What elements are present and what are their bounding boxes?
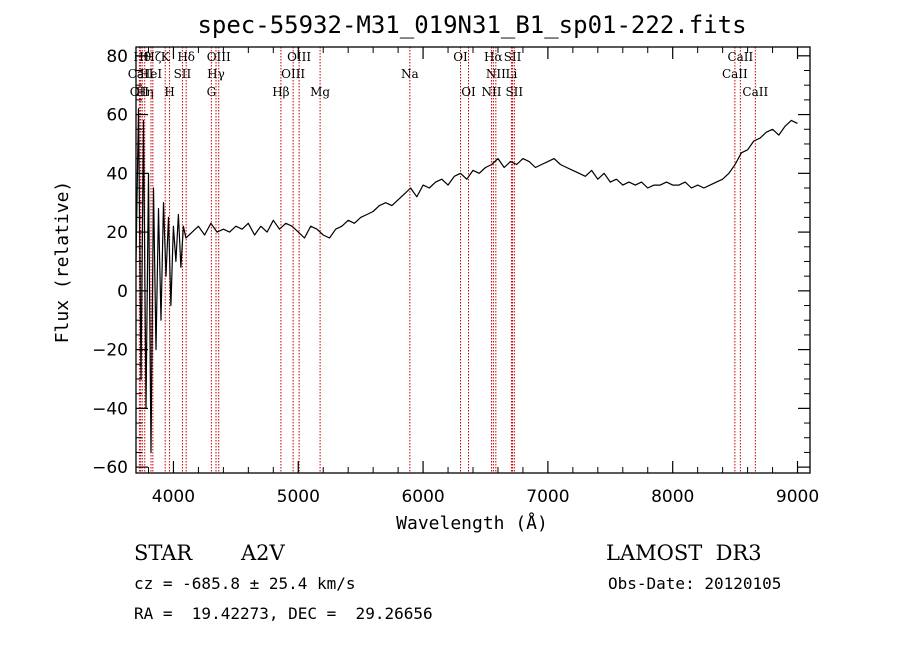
y-tick-label: −40 <box>92 399 128 419</box>
redshift-velocity: cz = -685.8 ± 25.4 km/s <box>134 574 356 593</box>
y-tick-label: 60 <box>106 106 128 126</box>
line-label: OI <box>461 85 476 99</box>
spectrum-line <box>135 108 798 453</box>
line-label: K <box>161 50 171 64</box>
y-tick-label: 80 <box>106 47 128 67</box>
x-tick-label: 7000 <box>526 487 569 507</box>
line-label: Li <box>506 67 518 81</box>
x-tick-label: 5000 <box>277 487 320 507</box>
x-axis-ticks: 4000 5000 6000 7000 8000 9000 <box>147 47 819 507</box>
line-label: Hθ <box>133 50 151 64</box>
line-label: H <box>164 85 174 99</box>
plot-frame <box>135 46 811 474</box>
x-axis-label: Wavelength (Å) <box>396 512 548 534</box>
line-label: OI <box>453 50 468 64</box>
line-label: SII <box>174 67 192 81</box>
line-label: CaII <box>722 67 748 81</box>
line-label: OIII <box>207 50 231 64</box>
y-tick-label: −60 <box>92 458 128 478</box>
line-label: Hβ <box>272 85 289 99</box>
observation-date: Obs-Date: 20120105 <box>608 574 782 593</box>
object-class: STAR <box>134 541 193 565</box>
chart-title: spec-55932-M31_019N31_B1_sp01-222.fits <box>197 11 746 39</box>
line-label: NII <box>481 85 501 99</box>
line-label: Hγ <box>207 67 225 81</box>
y-tick-label: 40 <box>106 164 128 184</box>
x-tick-label: 6000 <box>401 487 444 507</box>
x-tick-label: 8000 <box>651 487 694 507</box>
line-label: OIII <box>287 50 311 64</box>
line-label: SII <box>505 85 523 99</box>
sky-coordinates: RA = 19.42273, DEC = 29.26656 <box>134 604 433 623</box>
line-label: CaII <box>727 50 753 64</box>
x-tick-label: 4000 <box>152 487 195 507</box>
y-tick-label: 0 <box>117 282 128 302</box>
line-label: SII <box>504 50 522 64</box>
line-label: Na <box>401 67 419 81</box>
line-label: CaII <box>128 67 154 81</box>
x-tick-label: 9000 <box>776 487 819 507</box>
line-label: NII <box>486 67 506 81</box>
y-axis-label: Flux (relative) <box>52 181 73 344</box>
line-label: Hζ <box>144 50 161 64</box>
y-tick-label: 20 <box>106 223 128 243</box>
line-label: OIII <box>281 67 305 81</box>
spectral-line-markers <box>138 47 756 473</box>
line-label: Mg <box>310 85 330 99</box>
y-tick-label: −20 <box>92 341 128 361</box>
line-label: CaII <box>742 85 768 99</box>
line-label: Hα <box>484 50 503 64</box>
y-axis-ticks: −60 −40 −20 0 20 40 60 80 <box>92 47 810 478</box>
line-label: OII <box>130 85 150 99</box>
survey-name: LAMOST DR3 <box>606 541 762 565</box>
line-label: Hη <box>136 85 154 99</box>
line-label: G <box>207 85 217 99</box>
line-label: HeI <box>140 67 163 81</box>
line-label: Hδ <box>177 50 195 64</box>
object-subclass: A2V <box>241 541 285 565</box>
